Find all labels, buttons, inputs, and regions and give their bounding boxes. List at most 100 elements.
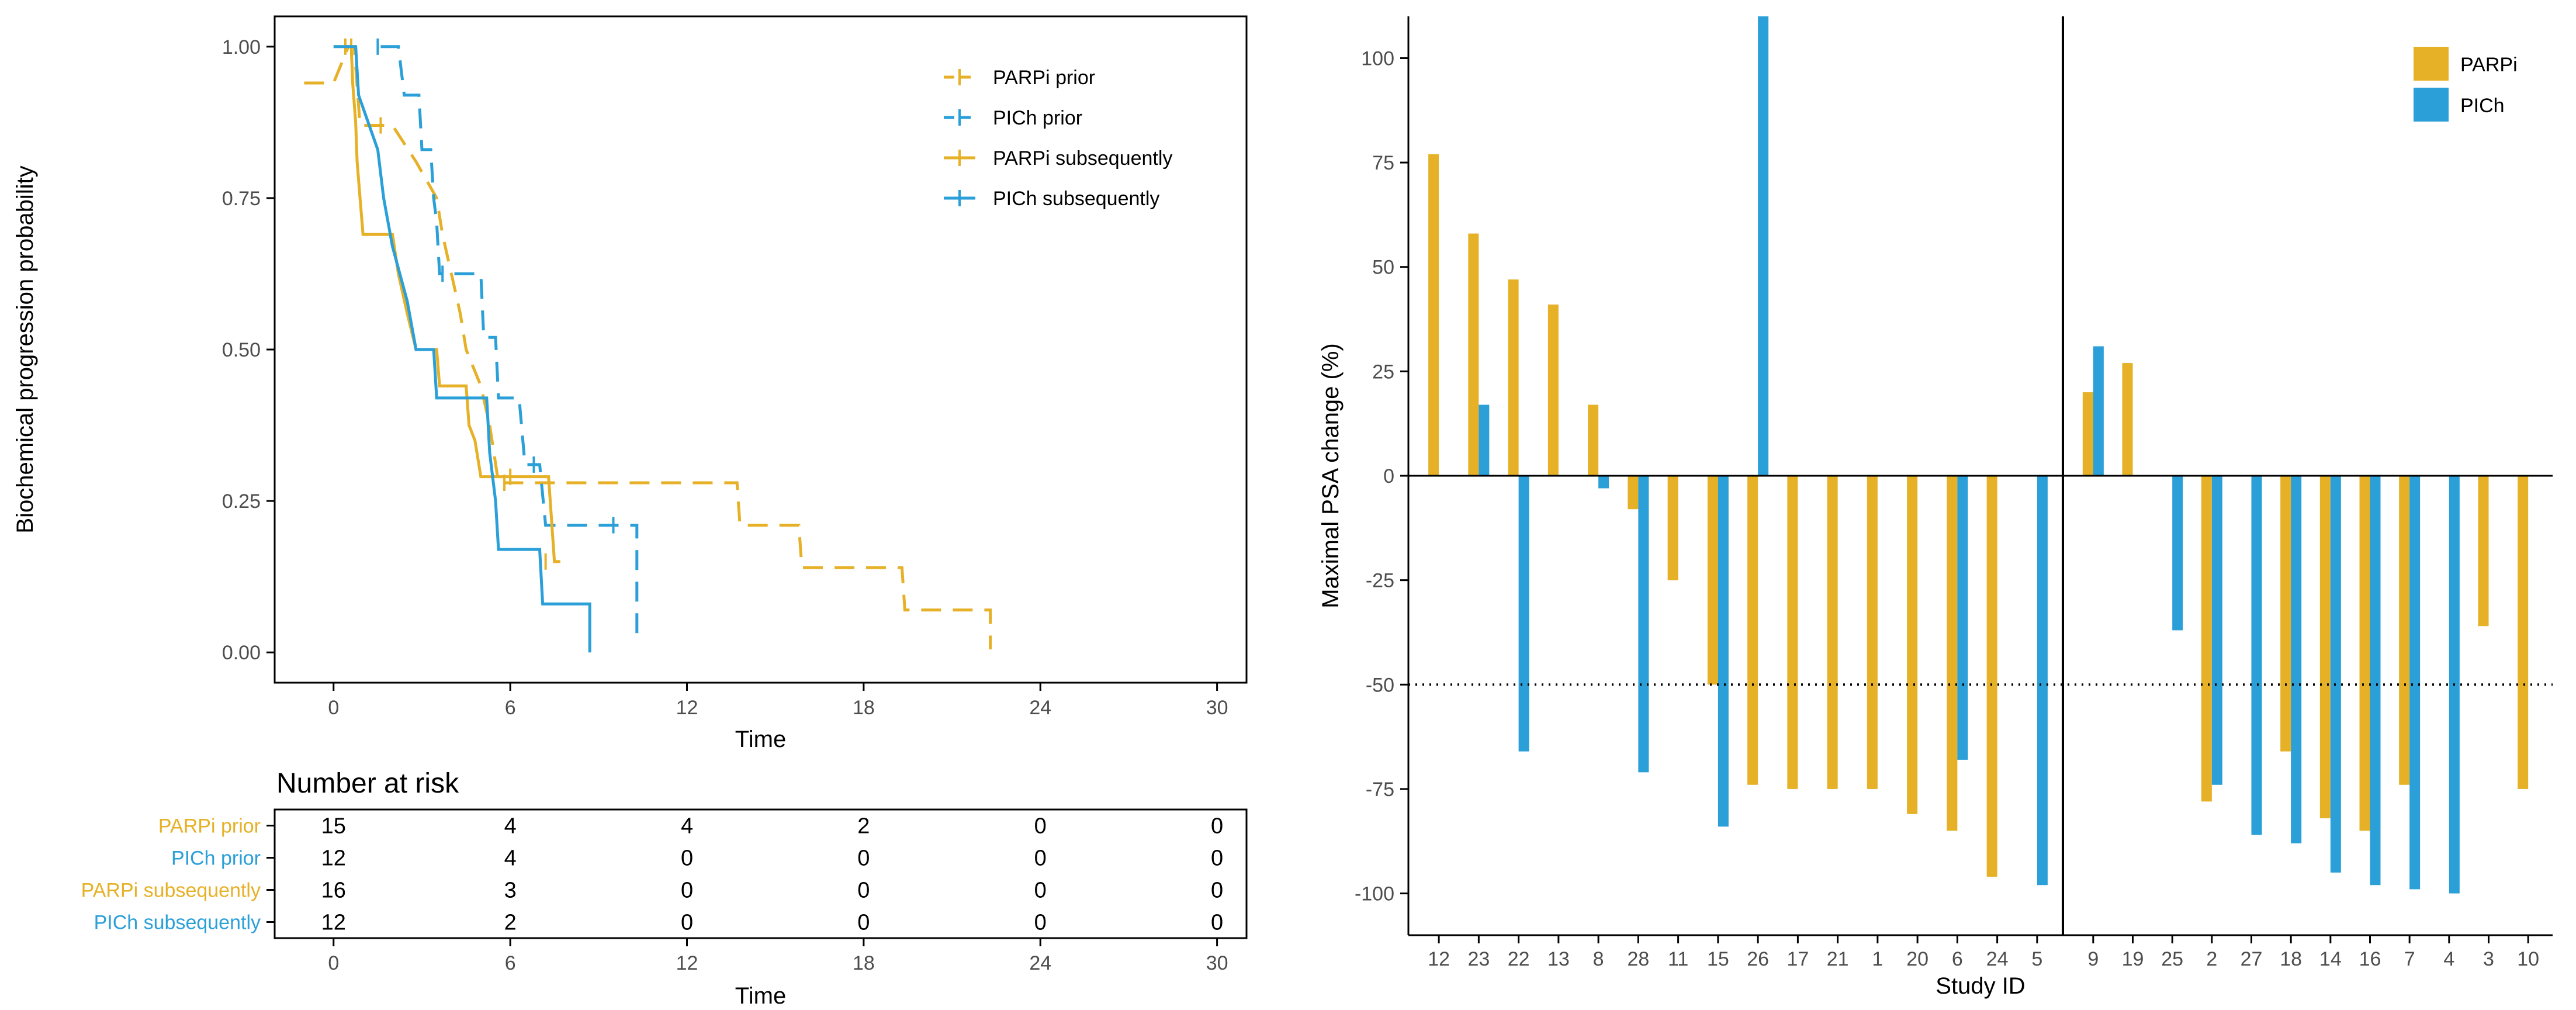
bar-x-tick-label: 22 xyxy=(1508,948,1530,970)
bar-parpi xyxy=(1628,476,1639,510)
bar-parpi xyxy=(2082,392,2093,476)
bar-pich xyxy=(2211,476,2222,785)
bar-x-tick-label: 28 xyxy=(1627,948,1649,970)
risk-cell: 0 xyxy=(1211,878,1223,903)
risk-x-tick-label: 30 xyxy=(1206,952,1228,974)
km-chart: 0.00 0.25 0.50 0.75 1.00 0 6 12 18 24 30 Time Bioche… xyxy=(12,15,1248,752)
risk-x-tick-label: 24 xyxy=(1029,952,1051,974)
km-legend-label: PICh subsequently xyxy=(993,188,1159,210)
risk-x-axis-title: Time xyxy=(735,983,786,1009)
bar-x-tick-label: 1 xyxy=(1872,948,1883,970)
bar-parpi xyxy=(1547,305,1559,476)
risk-cell: 0 xyxy=(681,846,693,871)
bar-x-tick-label: 2 xyxy=(2206,948,2217,970)
bar-x-tick-label: 23 xyxy=(1467,948,1490,970)
bar-x-tick-label: 21 xyxy=(1827,948,1849,970)
bar-parpi xyxy=(1468,233,1479,476)
risk-cell: 2 xyxy=(857,814,870,839)
bar-x-tick-label: 17 xyxy=(1786,948,1809,970)
bar-y-tick-label: -100 xyxy=(1355,883,1394,905)
bar-y-tick-label: 75 xyxy=(1372,152,1394,174)
risk-cell: 4 xyxy=(504,846,517,871)
bar-parpi xyxy=(2122,363,2133,476)
bar-x-tick-label: 14 xyxy=(2319,948,2342,970)
risk-cell: 12 xyxy=(321,911,346,935)
bar-x-tick-label: 7 xyxy=(2404,948,2415,970)
bar-pich xyxy=(1518,476,1529,752)
risk-cell: 0 xyxy=(1034,846,1047,871)
bar-legend-swatch xyxy=(2414,88,2449,122)
bar-parpi xyxy=(1428,154,1439,476)
bar-parpi xyxy=(2518,476,2529,789)
risk-cell: 3 xyxy=(504,878,517,903)
bar-parpi xyxy=(1588,404,1599,476)
bar-pich xyxy=(2251,476,2262,835)
risk-row-label: PICh subsequently xyxy=(94,912,261,934)
bar-parpi xyxy=(2201,476,2212,802)
risk-table-frame xyxy=(273,808,1248,939)
bar-pich xyxy=(2330,476,2341,873)
risk-cell: 0 xyxy=(681,911,693,935)
bar-parpi xyxy=(1707,476,1718,685)
risk-cell: 15 xyxy=(321,814,346,839)
bar-x-tick-label: 3 xyxy=(2483,948,2494,970)
risk-cell: 0 xyxy=(1211,846,1223,871)
bar-y-tick-label: 100 xyxy=(1361,47,1394,70)
bar-pich xyxy=(1479,404,1490,476)
risk-row-label: PICh prior xyxy=(171,848,261,870)
risk-cell: 2 xyxy=(504,911,517,935)
bar-y-tick-label: 25 xyxy=(1372,361,1394,383)
bar-parpi xyxy=(2478,476,2489,627)
bar-x-tick-label: 8 xyxy=(1593,948,1604,970)
bar-y-tick-label: -75 xyxy=(1366,779,1394,801)
bar-x-tick-label: 24 xyxy=(1986,948,2009,970)
km-x-tick-label: 30 xyxy=(1206,697,1228,719)
bar-legend-label: PICh xyxy=(2460,95,2505,117)
risk-cell: 0 xyxy=(857,911,870,935)
bar-parpi xyxy=(1867,476,1878,789)
bar-pich xyxy=(1758,16,1769,476)
km-legend-label: PICh prior xyxy=(993,107,1082,129)
bar-x-tick-label: 18 xyxy=(2280,948,2302,970)
bar-parpi xyxy=(1747,476,1758,785)
bar-x-tick-label: 19 xyxy=(2122,948,2144,970)
bar-y-tick-label: 50 xyxy=(1372,257,1394,279)
bar-x-tick-label: 6 xyxy=(1952,948,1963,970)
bar-y-axis-title: Maximal PSA change (%) xyxy=(1318,343,1344,608)
risk-cell: 0 xyxy=(1034,878,1047,903)
risk-row-label: PARPi prior xyxy=(158,815,261,838)
bar-pich xyxy=(2037,476,2048,886)
bar-x-tick-label: 10 xyxy=(2517,948,2539,970)
risk-cell: 0 xyxy=(1034,911,1047,935)
km-y-tick-label: 0.50 xyxy=(222,339,261,361)
bar-x-tick-label: 12 xyxy=(1428,948,1450,970)
bar-parpi xyxy=(2319,476,2331,818)
km-y-axis-title: Biochemical progression probability xyxy=(12,165,38,533)
bar-x-tick-label: 16 xyxy=(2359,948,2381,970)
km-x-tick-label: 6 xyxy=(505,697,516,719)
bar-y-tick-label: -50 xyxy=(1366,674,1394,696)
km-legend-label: PARPi subsequently xyxy=(993,147,1172,170)
risk-row-label: PARPi subsequently xyxy=(81,880,261,902)
risk-table: Number at risk PARPi prior 15 4 4 2 0 0 PICh pri… xyxy=(81,768,1248,1009)
bar-x-tick-label: 26 xyxy=(1747,948,1769,970)
km-y-tick-label: 0.75 xyxy=(222,188,261,210)
bar-parpi xyxy=(1986,476,1997,877)
km-y-tick-label: 0.00 xyxy=(222,642,261,664)
risk-cell: 0 xyxy=(857,846,870,871)
km-curve-parpi-prior xyxy=(304,45,992,649)
km-x-axis-title: Time xyxy=(735,727,786,752)
bar-legend-label: PARPi xyxy=(2460,54,2518,76)
bar-parpi xyxy=(1508,279,1519,476)
bar-x-tick-label: 20 xyxy=(1906,948,1928,970)
km-x-tick-label: 0 xyxy=(328,697,339,719)
risk-cell: 0 xyxy=(1211,911,1223,935)
km-y-tick-label: 0.25 xyxy=(222,490,261,513)
bar-pich xyxy=(1638,476,1649,773)
bar-x-tick-label: 9 xyxy=(2087,948,2099,970)
risk-x-tick-label: 12 xyxy=(676,952,698,974)
bar-x-tick-label: 13 xyxy=(1547,948,1570,970)
bar-pich xyxy=(1957,476,1968,760)
risk-cell: 4 xyxy=(504,814,517,839)
